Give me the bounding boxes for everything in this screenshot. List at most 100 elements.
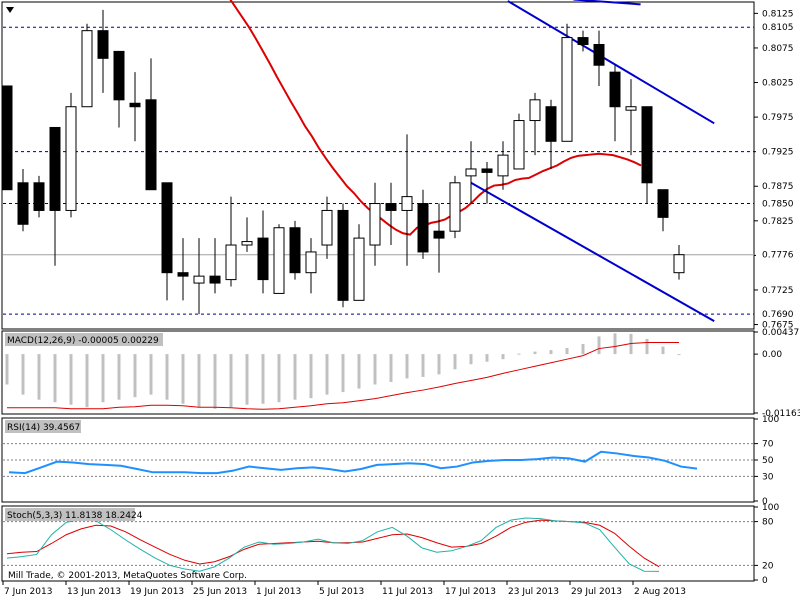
stoch-axis: 100 80 20 0 [754, 503, 779, 586]
candle-body [49, 126, 61, 211]
candle-body [401, 196, 413, 211]
candle-body [17, 182, 29, 225]
macd-bar [309, 354, 313, 399]
macd-bar [293, 354, 297, 400]
macd-bar [405, 354, 409, 379]
macd-histogram [5, 333, 681, 409]
date-tick-label: 7 Jun 2013 [4, 587, 52, 597]
stoch-pane[interactable] [1, 505, 755, 582]
macd-tick-label: 0.00437 [762, 328, 799, 338]
macd-bar [613, 333, 617, 355]
macd-bar [117, 354, 121, 400]
date-tick-label: 25 Jun 2013 [193, 587, 247, 597]
candle-body [305, 251, 317, 274]
candle-body [81, 30, 93, 108]
candle-body [513, 120, 525, 170]
macd-bar [565, 348, 569, 355]
rsi-path [8, 450, 698, 475]
macd-axis: 0.00437 0.00 -0.01163 [754, 328, 800, 419]
candle-body [385, 203, 397, 211]
candle-body [625, 106, 637, 111]
macd-bar [85, 354, 89, 408]
candle-body [241, 241, 253, 246]
macd-signal-path [7, 341, 679, 410]
rsi-axis: 100 70 50 30 0 [754, 415, 779, 507]
candle-body [337, 209, 349, 301]
rsi-label-box [5, 420, 81, 433]
candle-body [417, 203, 429, 253]
price-tick-label: 0.8125 [762, 9, 794, 19]
candle-body [449, 182, 461, 232]
macd-bar [533, 351, 537, 355]
stoch-levels [3, 521, 754, 566]
copyright-footer: Mill Trade, © 2001-2013, MetaQuotes Soft… [8, 571, 247, 581]
level-price-label: 0.7690 [762, 310, 794, 320]
price-tick-label: 0.7975 [762, 113, 794, 123]
macd-signal-line [7, 341, 679, 410]
candle-body [257, 237, 269, 281]
candlesticks [1, 9, 685, 315]
rsi-tick-label: 0 [762, 497, 768, 507]
macd-bar [453, 354, 457, 370]
macd-bar [261, 354, 265, 404]
rsi-line [8, 450, 698, 475]
macd-bar [133, 354, 137, 398]
level-price-label: 0.7925 [762, 148, 794, 158]
macd-bar [485, 354, 489, 362]
macd-bar [421, 354, 425, 377]
candle-body [673, 254, 685, 274]
candle-body [177, 272, 189, 277]
rsi-tick-label: 30 [762, 472, 774, 482]
macd-bar [69, 354, 73, 405]
chart-menu-arrow-icon[interactable] [6, 7, 14, 13]
date-axis: 7 Jun 2013 13 Jun 2013 19 Jun 2013 25 Jun 2… [2, 581, 686, 597]
price-tick-label: 0.7725 [762, 286, 794, 296]
candle-body [465, 168, 477, 177]
macd-bar [5, 354, 9, 385]
date-tick-label: 23 Jul 2013 [508, 587, 559, 597]
price-level-lines [3, 26, 754, 315]
candle-body [225, 244, 237, 281]
date-tick-label: 19 Jun 2013 [130, 587, 184, 597]
candle-body [113, 50, 125, 101]
macd-bar [517, 353, 521, 355]
candle-body [161, 182, 173, 274]
price-tick-label: 0.7675 [762, 321, 794, 331]
macd-bar [341, 354, 345, 393]
macd-label-box [5, 333, 163, 346]
candle-body [577, 37, 589, 45]
macd-pane[interactable] [1, 330, 755, 415]
rsi-tick-label: 70 [762, 440, 774, 450]
rsi-tick-label: 50 [762, 456, 774, 466]
macd-bar [373, 354, 377, 385]
price-axis: 0.8125 0.8075 0.8025 0.7975 0.7925 0.7875 0.78… [754, 9, 796, 331]
macd-bar [389, 354, 393, 382]
trend-channel[interactable] [470, 0, 715, 322]
date-tick-label: 1 Jul 2013 [256, 587, 301, 597]
date-tick-label: 11 Jul 2013 [382, 587, 433, 597]
price-tick-label: 0.7875 [762, 182, 794, 192]
moving-average [229, 0, 642, 236]
macd-bar [37, 354, 41, 400]
candle-body [33, 182, 45, 211]
stoch-tick-label: 80 [762, 518, 774, 528]
macd-bar [149, 354, 153, 395]
macd-bar [501, 354, 505, 360]
candle-body [97, 30, 109, 59]
candle-body [193, 275, 205, 284]
level-price-label-box [756, 145, 796, 158]
candle-body [145, 99, 157, 191]
date-tick-label: 13 Jun 2013 [67, 587, 121, 597]
macd-bar [165, 354, 169, 400]
macd-bar [469, 354, 473, 365]
macd-bar [597, 336, 601, 355]
macd-bar [357, 354, 361, 389]
candle-body [65, 106, 77, 211]
date-tick-label: 5 Jul 2013 [319, 587, 364, 597]
price-tick-label: 0.7825 [762, 217, 794, 227]
macd-bar [661, 346, 665, 355]
macd-bar [581, 343, 585, 355]
macd-bar [645, 338, 649, 355]
